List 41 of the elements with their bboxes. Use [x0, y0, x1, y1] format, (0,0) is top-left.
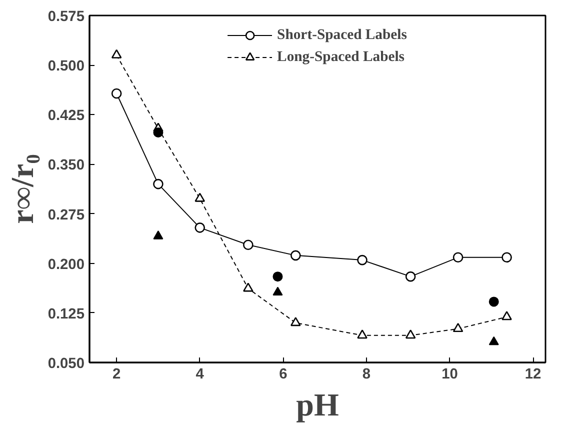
point [405, 271, 416, 282]
point [357, 254, 368, 266]
point [111, 88, 122, 99]
point [452, 322, 464, 332]
legend-label: Long-Spaced Labels [277, 48, 405, 66]
x-tick-label: 6 [279, 366, 288, 382]
point [153, 127, 164, 138]
x-tick-label: 12 [524, 366, 542, 382]
x-tick-label: 10 [442, 366, 458, 382]
point [153, 230, 164, 240]
point [405, 330, 416, 339]
point [272, 272, 283, 282]
y-tick-label: 0.275 [48, 207, 85, 224]
y-tick-label: 0.350 [48, 158, 85, 174]
x-axis-title: pH [296, 386, 339, 422]
x-tick-label: 8 [362, 366, 371, 382]
point [243, 240, 254, 250]
point [488, 336, 499, 346]
y-axis-title: r∞/r₀ [4, 154, 40, 224]
point [502, 311, 512, 320]
point [272, 286, 283, 296]
y-tick-label: 0.125 [48, 306, 85, 322]
point [290, 316, 301, 326]
point [194, 222, 206, 233]
y-tick-label: 0.425 [48, 108, 85, 124]
y-tick-label: 0.500 [48, 58, 85, 75]
legend-label: Short-Spaced Labels [277, 26, 407, 44]
y-tick-label: 0.575 [48, 9, 85, 25]
y-tick-label: 0.050 [48, 356, 85, 372]
point [502, 252, 512, 263]
point [153, 178, 164, 190]
y-tick-label: 0.200 [48, 256, 85, 273]
point [357, 330, 368, 339]
x-tick-label: 2 [112, 366, 121, 382]
x-tick-label: 4 [196, 366, 205, 382]
point [243, 282, 254, 292]
point [194, 192, 206, 202]
point [111, 49, 122, 58]
point [290, 250, 301, 261]
point [488, 296, 499, 307]
point [452, 252, 464, 263]
